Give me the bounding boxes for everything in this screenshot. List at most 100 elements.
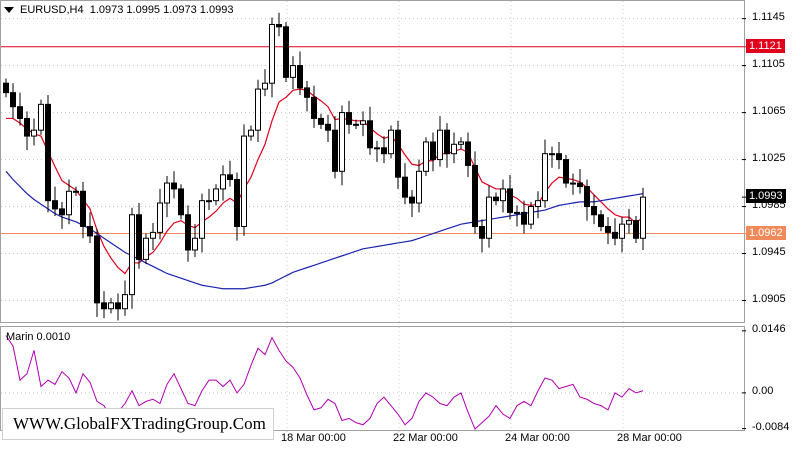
candle-down bbox=[591, 206, 597, 216]
candle-down bbox=[612, 231, 618, 239]
current-price-badge: 1.0993 bbox=[746, 189, 786, 204]
candle-down bbox=[521, 211, 527, 225]
indicator-tick-label: -0.0084 bbox=[752, 420, 790, 433]
ohlc-values: 1.0973 1.0995 1.0973 1.0993 bbox=[89, 4, 234, 16]
candle-down bbox=[80, 190, 86, 228]
candle-down bbox=[507, 188, 513, 213]
candle-down bbox=[479, 226, 485, 239]
indicator-tick-label: 0.0146 bbox=[752, 322, 786, 335]
candle-down bbox=[283, 26, 289, 78]
candle-down bbox=[633, 220, 639, 239]
candle-up bbox=[500, 188, 506, 202]
candle-up bbox=[360, 120, 366, 125]
candle-up bbox=[528, 206, 534, 225]
price-level-badge: 1.1121 bbox=[746, 38, 785, 53]
candle-down bbox=[101, 302, 107, 310]
candle-down bbox=[94, 235, 100, 304]
candle-down bbox=[276, 23, 282, 28]
indicator-tick-label: 0.00 bbox=[752, 384, 774, 397]
price-chart-canvas[interactable] bbox=[1, 1, 746, 324]
y-tick-label: 1.1105 bbox=[752, 57, 785, 70]
candle-up bbox=[374, 147, 380, 150]
candle-up bbox=[255, 88, 261, 131]
candle-up bbox=[542, 153, 548, 202]
watermark-text: WWW.GlobalFXTradingGroup.Com bbox=[13, 414, 266, 433]
symbol-label: EURUSD,H4 bbox=[20, 4, 84, 16]
dropdown-triangle-icon[interactable] bbox=[4, 7, 14, 14]
candle-down bbox=[332, 129, 338, 172]
candle-down bbox=[17, 106, 23, 119]
candle-down bbox=[430, 141, 436, 161]
candle-down bbox=[52, 200, 58, 210]
candle-down bbox=[444, 129, 450, 155]
candle-down bbox=[115, 302, 121, 310]
candle-down bbox=[87, 226, 93, 237]
y-tick-label: 1.0905 bbox=[752, 292, 786, 305]
ma-slow-line bbox=[5, 170, 644, 290]
candle-down bbox=[24, 117, 30, 137]
candle-down bbox=[367, 120, 373, 149]
chart-title: EURUSD,H4 1.0973 1.0995 1.0973 1.0993 bbox=[4, 4, 233, 16]
candle-down bbox=[563, 159, 569, 184]
candle-up bbox=[164, 182, 170, 204]
x-tick-label: 18 Mar 00:00 bbox=[281, 432, 346, 444]
candle-down bbox=[45, 103, 51, 202]
candle-up bbox=[206, 200, 212, 203]
candle-up bbox=[143, 237, 149, 260]
candle-up bbox=[129, 214, 135, 296]
candle-up bbox=[486, 196, 492, 239]
candle-down bbox=[297, 65, 303, 89]
candle-up bbox=[66, 190, 72, 216]
candle-up bbox=[626, 220, 632, 225]
candle-down bbox=[185, 214, 191, 251]
candle-up bbox=[570, 182, 576, 185]
candle-down bbox=[465, 141, 471, 166]
candle-up bbox=[73, 190, 79, 193]
candle-up bbox=[535, 200, 541, 208]
candle-down bbox=[584, 186, 590, 208]
candle-down bbox=[402, 176, 408, 198]
candle-down bbox=[136, 214, 142, 260]
candle-up bbox=[241, 135, 247, 228]
candle-down bbox=[493, 196, 499, 202]
x-tick-label: 28 Mar 00:00 bbox=[617, 432, 682, 444]
candle-up bbox=[199, 200, 205, 239]
candle-up bbox=[192, 237, 198, 251]
candle-up bbox=[290, 65, 296, 78]
y-tick-label: 1.1145 bbox=[752, 10, 785, 23]
indicator-title: Marin 0.0010 bbox=[6, 331, 71, 343]
price-level-badge: 1.0962 bbox=[746, 225, 786, 240]
candle-up bbox=[31, 129, 37, 137]
candle-up bbox=[549, 153, 555, 156]
y-tick-label: 1.1025 bbox=[752, 151, 786, 164]
y-tick-label: 1.1065 bbox=[752, 104, 786, 117]
x-tick-label: 22 Mar 00:00 bbox=[393, 432, 458, 444]
candle-up bbox=[640, 196, 646, 239]
candle-up bbox=[451, 143, 457, 155]
x-tick-label: 24 Mar 00:00 bbox=[505, 432, 570, 444]
candle-up bbox=[248, 129, 254, 137]
candle-up bbox=[339, 112, 345, 172]
candle-up bbox=[108, 302, 114, 310]
price-chart-panel[interactable] bbox=[0, 0, 746, 324]
candle-down bbox=[318, 117, 324, 125]
candle-down bbox=[178, 188, 184, 216]
candle-up bbox=[220, 174, 226, 190]
candle-down bbox=[234, 179, 240, 228]
candle-down bbox=[598, 214, 604, 228]
candle-down bbox=[381, 147, 387, 155]
watermark: WWW.GlobalFXTradingGroup.Com bbox=[2, 408, 274, 440]
candle-down bbox=[10, 92, 16, 108]
candle-up bbox=[619, 223, 625, 239]
candle-down bbox=[395, 129, 401, 178]
candle-up bbox=[458, 141, 464, 145]
y-tick-label: 1.0945 bbox=[752, 245, 786, 258]
candle-down bbox=[605, 226, 611, 233]
candle-up bbox=[423, 141, 429, 172]
candle-down bbox=[556, 153, 562, 161]
candle-down bbox=[472, 164, 478, 228]
candle-up bbox=[416, 170, 422, 204]
candle-down bbox=[325, 123, 331, 131]
candle-up bbox=[514, 211, 520, 214]
candle-up bbox=[150, 231, 156, 239]
